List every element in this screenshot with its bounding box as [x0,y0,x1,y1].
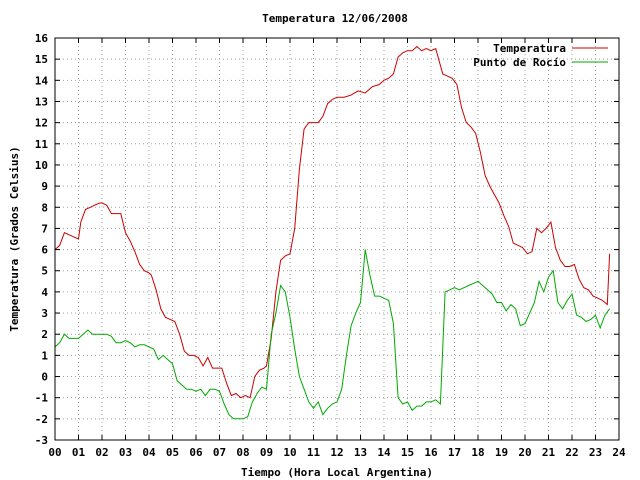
x-tick-label: 10 [283,446,296,459]
x-tick-label: 03 [119,446,132,459]
x-tick-label: 24 [612,446,626,459]
x-tick-label: 08 [236,446,249,459]
series-line-punto-de-rocio [54,249,611,420]
y-tick-label: -2 [35,413,48,426]
y-tick-label: 16 [35,32,49,45]
y-tick-label: 2 [41,328,48,341]
series-group [54,45,611,420]
x-tick-label: 20 [518,446,531,459]
legend-label: Punto de Rocío [473,56,566,69]
y-tick-label: 15 [35,53,48,66]
x-tick-label: 00 [48,446,61,459]
y-tick-label: 5 [41,265,48,278]
series-line-temperatura [54,45,611,399]
chart-title: Temperatura 12/06/2008 [262,12,408,25]
x-tick-label: 02 [95,446,108,459]
x-tick-label: 05 [166,446,179,459]
y-tick-label: 0 [41,371,48,384]
y-tick-label: 6 [41,244,48,257]
x-tick-label: 13 [354,446,367,459]
y-tick-label: 13 [35,95,48,108]
x-tick-label: 16 [424,446,438,459]
x-axis-label: Tiempo (Hora Local Argentina) [241,466,433,479]
x-tick-label: 11 [307,446,321,459]
legend-label: Temperatura [493,42,566,55]
y-tick-label: 11 [35,138,49,151]
x-tick-label: 12 [330,446,343,459]
y-axis-label: Temperatura (Grados Celsius) [8,146,21,331]
x-tick-label: 09 [260,446,273,459]
y-tick-label: 9 [41,180,48,193]
x-tick-label: 06 [189,446,203,459]
x-tick-label: 14 [377,446,391,459]
x-tick-label: 23 [589,446,602,459]
y-tick-label: 12 [35,117,48,130]
x-tick-label: 01 [72,446,86,459]
x-tick-label: 15 [401,446,414,459]
y-tick-label: 1 [41,349,48,362]
x-tick-label: 04 [142,446,156,459]
y-tick-label: 14 [35,74,49,87]
y-tick-label: 4 [41,286,48,299]
y-tick-label: 3 [41,307,48,320]
y-tick-label: 7 [41,222,48,235]
y-tick-label: 8 [41,201,48,214]
x-tick-label: 18 [471,446,484,459]
x-tick-label: 19 [495,446,508,459]
grid [55,38,619,440]
x-tick-label: 22 [565,446,578,459]
x-tick-label: 07 [213,446,226,459]
y-tick-label: 10 [35,159,48,172]
y-tick-label: -1 [35,392,49,405]
x-tick-label: 21 [542,446,556,459]
y-tick-label: -3 [35,434,48,447]
x-tick-label: 17 [448,446,461,459]
